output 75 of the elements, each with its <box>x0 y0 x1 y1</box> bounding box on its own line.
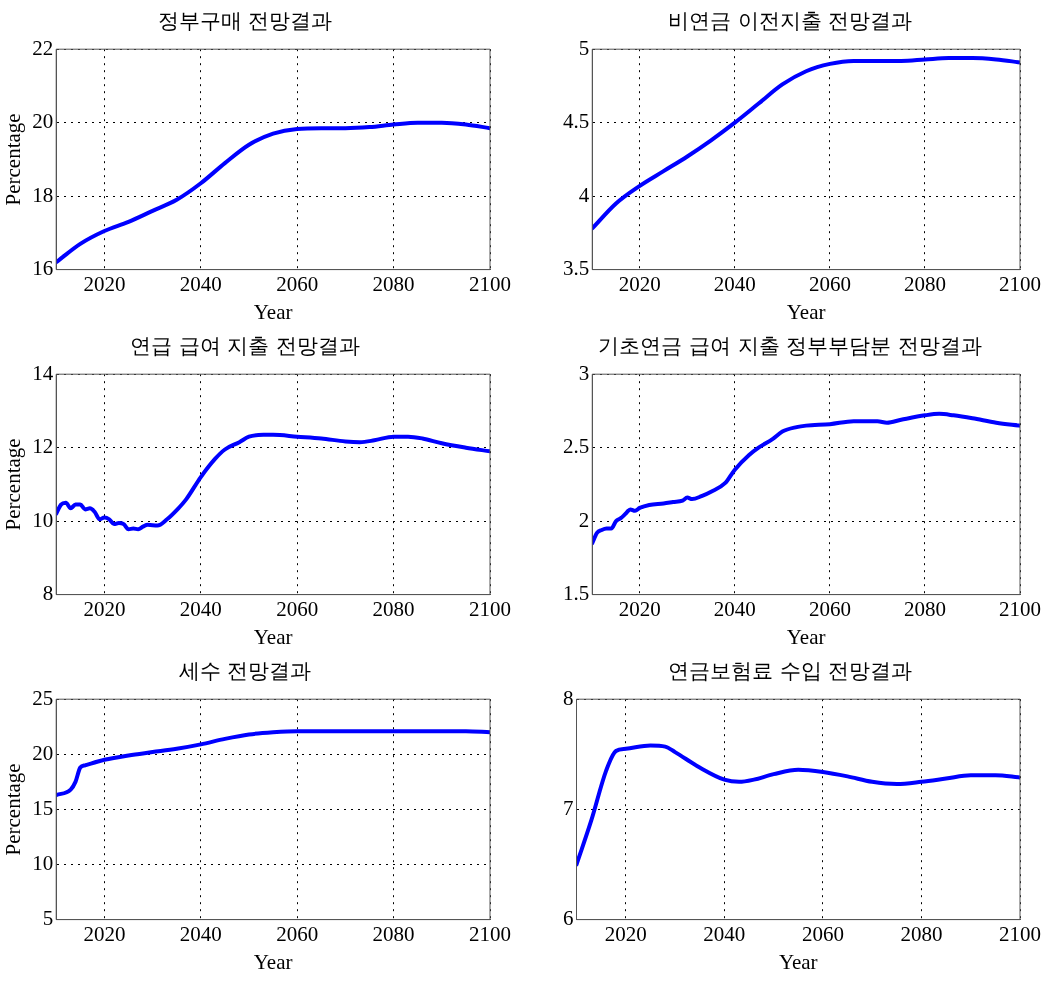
x-tick-label: 2020 <box>83 921 126 946</box>
chart-title: 기초연금 급여 지출 정부부담분 전망결과 <box>598 334 982 359</box>
line-series <box>56 729 490 798</box>
y-tick-label: 4 <box>578 182 590 207</box>
x-tick-label: 2100 <box>999 921 1041 946</box>
x-tick-label: 2040 <box>179 271 222 296</box>
x-tick-label: 2040 <box>179 596 222 621</box>
line-series <box>56 432 490 532</box>
y-tick-label: 1.5 <box>563 581 590 606</box>
x-tick-label: 2020 <box>618 596 661 621</box>
y-tick-label: 10 <box>32 851 54 876</box>
x-tick-label: 2040 <box>703 921 746 946</box>
x-tick-label: 2060 <box>276 921 319 946</box>
chart-title: 연금보험료 수입 전망결과 <box>667 659 913 684</box>
y-axis-title: Percentage <box>1 113 26 206</box>
line-series <box>592 56 1020 231</box>
y-tick-label: 20 <box>32 109 54 134</box>
x-tick-label: 2040 <box>713 271 756 296</box>
y-tick-label: 22 <box>32 35 54 60</box>
y-tick-label: 6 <box>563 906 574 931</box>
x-tick-label: 2060 <box>808 596 851 621</box>
y-tick-label: 18 <box>32 182 54 207</box>
y-axis-title: Percentage <box>1 763 26 856</box>
x-tick-label: 2080 <box>900 921 943 946</box>
x-axis-title: Year <box>253 624 293 649</box>
x-tick-label: 2060 <box>801 921 844 946</box>
y-tick-label: 3.5 <box>563 256 590 281</box>
x-tick-label: 2080 <box>372 596 415 621</box>
x-axis-title: Year <box>253 949 293 974</box>
chart-title: 비연금 이전지출 전망결과 <box>667 9 913 34</box>
chart-title: 정부구매 전망결과 <box>157 9 333 34</box>
x-tick-label: 2060 <box>276 596 319 621</box>
x-tick-label: 2020 <box>618 271 661 296</box>
line-series <box>576 743 1020 867</box>
x-tick-label: 2060 <box>808 271 851 296</box>
y-tick-label: 7 <box>563 795 574 820</box>
y-tick-label: 16 <box>32 256 54 281</box>
x-tick-label: 2080 <box>903 271 946 296</box>
y-tick-label: 14 <box>32 360 54 385</box>
y-tick-label: 3 <box>578 360 590 385</box>
x-tick-label: 2100 <box>469 921 511 946</box>
y-tick-label: 20 <box>32 740 54 765</box>
x-axis-title: Year <box>778 949 818 974</box>
y-tick-label: 4.5 <box>563 109 590 134</box>
y-tick-label: 8 <box>42 581 54 606</box>
x-axis-title: Year <box>786 299 826 324</box>
y-axis-title: Percentage <box>1 438 26 531</box>
x-tick-label: 2100 <box>999 271 1041 296</box>
x-tick-label: 2100 <box>999 596 1041 621</box>
x-axis-title: Year <box>253 299 293 324</box>
x-tick-label: 2080 <box>903 596 946 621</box>
chart-title: 세수 전망결과 <box>178 659 312 684</box>
y-tick-label: 10 <box>32 507 54 532</box>
x-tick-label: 2060 <box>276 271 319 296</box>
x-tick-label: 2100 <box>469 271 511 296</box>
y-tick-label: 15 <box>32 795 54 820</box>
x-tick-label: 2020 <box>604 921 647 946</box>
x-tick-label: 2100 <box>469 596 511 621</box>
x-tick-label: 2040 <box>179 921 222 946</box>
line-series <box>56 120 490 265</box>
x-tick-label: 2020 <box>83 271 126 296</box>
x-tick-label: 2020 <box>83 596 126 621</box>
line-series <box>592 411 1020 546</box>
x-tick-label: 2040 <box>713 596 756 621</box>
chart-title: 연급 급여 지출 전망결과 <box>129 334 361 359</box>
x-tick-label: 2080 <box>372 271 415 296</box>
y-tick-label: 5 <box>578 35 590 60</box>
y-tick-label: 12 <box>32 434 54 459</box>
y-tick-label: 5 <box>42 906 54 931</box>
y-tick-label: 2 <box>578 507 590 532</box>
y-tick-label: 2.5 <box>563 434 590 459</box>
y-tick-label: 25 <box>32 685 54 710</box>
y-tick-label: 8 <box>563 685 574 710</box>
x-tick-label: 2080 <box>372 921 415 946</box>
x-axis-title: Year <box>786 624 826 649</box>
